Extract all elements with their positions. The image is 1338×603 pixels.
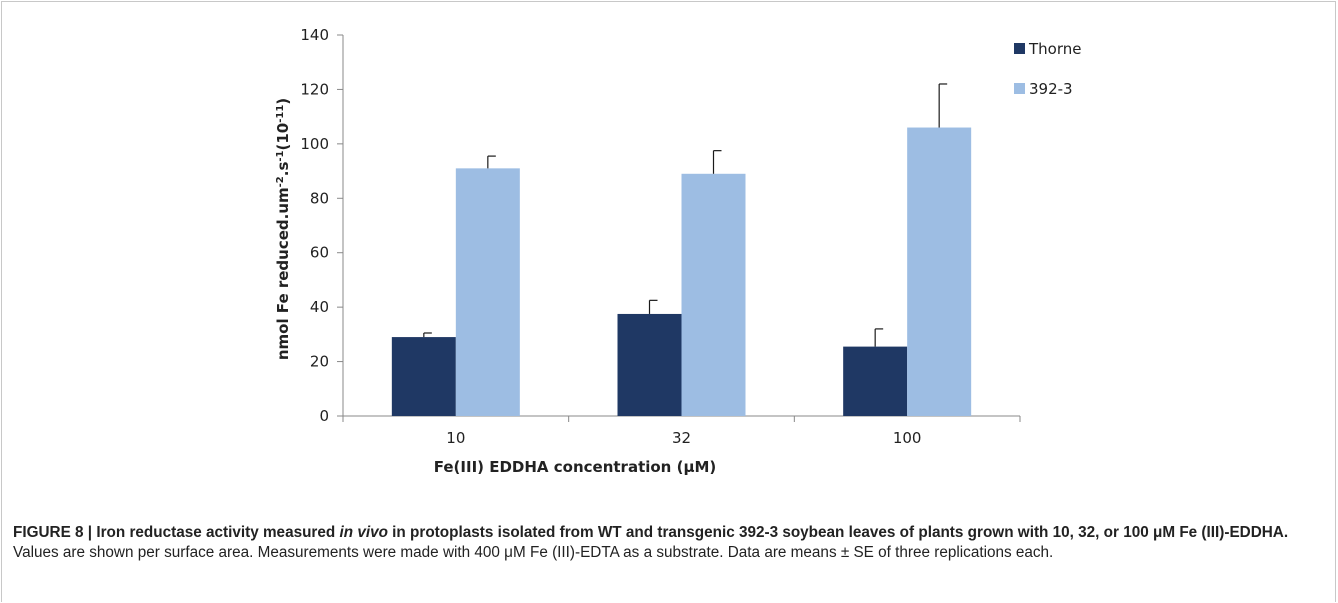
x-tick-label: 10 [446,429,465,447]
y-tick-label: 80 [310,189,329,207]
y-tick-label: 120 [300,80,329,98]
chart-tick-labels: 0 20 40 60 80 100 120 140 10 32 100 [300,26,921,447]
chart-legend: Thorne 392-3 [1014,40,1082,98]
bar-392-3-100 [907,127,972,417]
caption-title-italic: in vivo [339,524,388,541]
y-tick-label: 60 [310,244,329,262]
caption-body: Values are shown per surface area. Measu… [13,544,1054,561]
bar-392-3-10 [455,168,520,416]
y-axis-label: nmol Fe reduced.um-2.s-1(10-11) [274,98,292,360]
legend-label-392-3: 392-3 [1029,80,1073,98]
y-tick-label: 40 [310,298,329,316]
y-tick-label: 0 [319,407,329,425]
bar-Thorne-10 [391,337,456,416]
x-tick-label: 100 [893,429,922,447]
legend-swatch-Thorne [1014,43,1025,54]
legend-label-Thorne: Thorne [1028,40,1082,58]
bar-chart: 0 20 40 60 80 100 120 140 10 32 100 Thorne 392-3 Fe… [274,26,1082,476]
bar-Thorne-100 [843,346,908,416]
caption-label: FIGURE 8 | [13,524,97,541]
y-tick-label: 100 [300,135,329,153]
bar-392-3-32 [681,173,746,416]
figure-caption: FIGURE 8 | Iron reductase activity measu… [13,523,1328,563]
bar-Thorne-32 [617,313,682,416]
caption-title-part1: Iron reductase activity measured [96,524,340,541]
caption-title-part2: in protoplasts isolated from WT and tran… [387,524,1289,541]
x-axis-label: Fe(III) EDDHA concentration (μM) [434,458,717,476]
legend-swatch-392-3 [1014,83,1025,94]
chart-bars [391,83,972,417]
y-tick-label: 20 [310,353,329,371]
y-tick-label: 140 [300,26,329,44]
x-tick-label: 32 [672,429,691,447]
